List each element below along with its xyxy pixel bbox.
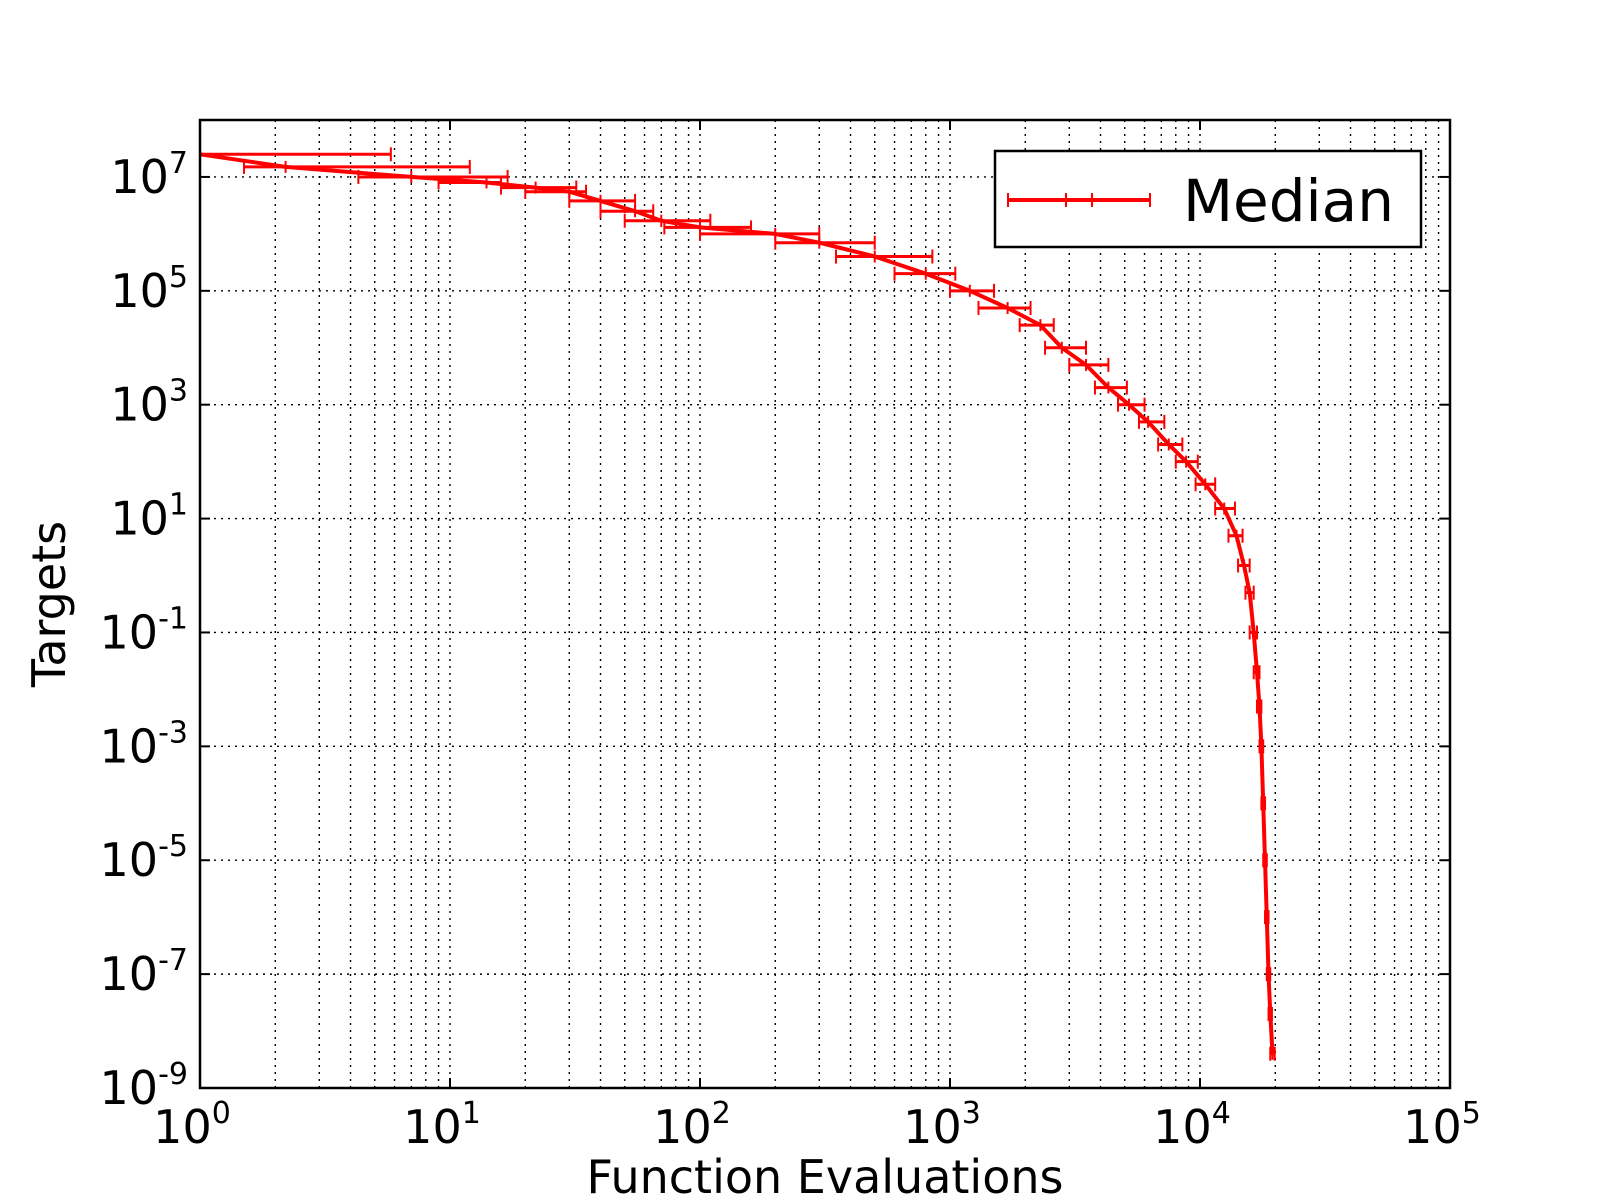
x-tick-label-exponent: 4: [1212, 1096, 1231, 1131]
x-tick-label-exponent: 0: [212, 1096, 231, 1131]
legend-swatch-median: [1007, 193, 1151, 207]
x-tick-label: 105: [1403, 1096, 1481, 1154]
y-tick-label: 107: [110, 146, 188, 204]
x-tick-label-base: 10: [153, 1100, 212, 1154]
x-tick-label-base: 10: [903, 1100, 962, 1154]
x-axis-title: Function Evaluations: [587, 1150, 1064, 1200]
y-tick-label-exponent: 1: [169, 488, 188, 523]
series-layer: [199, 147, 1276, 1061]
y-tick-label: 10-9: [100, 1057, 188, 1115]
y-tick-label: 101: [110, 488, 188, 546]
y-tick-label-base: 10: [110, 150, 169, 204]
y-tick-label-base: 10: [110, 264, 169, 318]
plot-frame: [198, 118, 1452, 1090]
x-tick-label-exponent: 3: [962, 1096, 981, 1131]
y-tick-label: 10-7: [100, 943, 188, 1001]
y-tick-label: 103: [110, 374, 188, 432]
y-tick-label: 105: [110, 260, 188, 318]
x-axis-ticks: 100 101 102 103 104 105: [153, 120, 1481, 1154]
x-tick-label-base: 10: [403, 1100, 462, 1154]
x-tick-label-base: 10: [1403, 1100, 1462, 1154]
y-tick-label-exponent: -9: [158, 1057, 188, 1092]
x-tick-label-base: 10: [653, 1100, 712, 1154]
y-tick-label-exponent: -5: [158, 829, 188, 864]
legend-label-median: Median: [1183, 167, 1394, 235]
x-tick-label-base: 10: [1153, 1100, 1212, 1154]
x-tick-label: 103: [903, 1096, 981, 1154]
y-tick-label-exponent: 5: [169, 260, 188, 295]
y-tick-label-base: 10: [100, 719, 159, 773]
y-tick-label: 10-1: [100, 601, 188, 659]
y-tick-label-base: 10: [110, 378, 169, 432]
legend: Median: [993, 149, 1423, 249]
x-tick-label-exponent: 2: [712, 1096, 731, 1131]
y-tick-label: 10-3: [100, 715, 188, 773]
x-tick-label: 100: [153, 1096, 231, 1154]
y-tick-label-base: 10: [100, 605, 159, 659]
x-tick-label: 101: [403, 1096, 481, 1154]
x-tick-label-exponent: 1: [462, 1096, 481, 1131]
y-tick-label-exponent: 7: [169, 146, 188, 181]
x-tick-label: 102: [653, 1096, 731, 1154]
y-tick-label-exponent: -3: [158, 715, 188, 750]
grid-layer: [200, 120, 1450, 1088]
y-axis-title: Targets: [22, 521, 76, 688]
x-tick-label: 104: [1153, 1096, 1231, 1154]
y-tick-label: 10-5: [100, 829, 188, 887]
y-tick-label-base: 10: [110, 492, 169, 546]
y-tick-label-exponent: 3: [169, 374, 188, 409]
y-tick-label-exponent: -7: [158, 943, 188, 978]
y-tick-label-base: 10: [100, 833, 159, 887]
y-tick-label-base: 10: [100, 1061, 159, 1115]
y-tick-label-base: 10: [100, 947, 159, 1001]
y-tick-label-exponent: -1: [158, 601, 188, 636]
x-tick-label-exponent: 5: [1462, 1096, 1481, 1131]
